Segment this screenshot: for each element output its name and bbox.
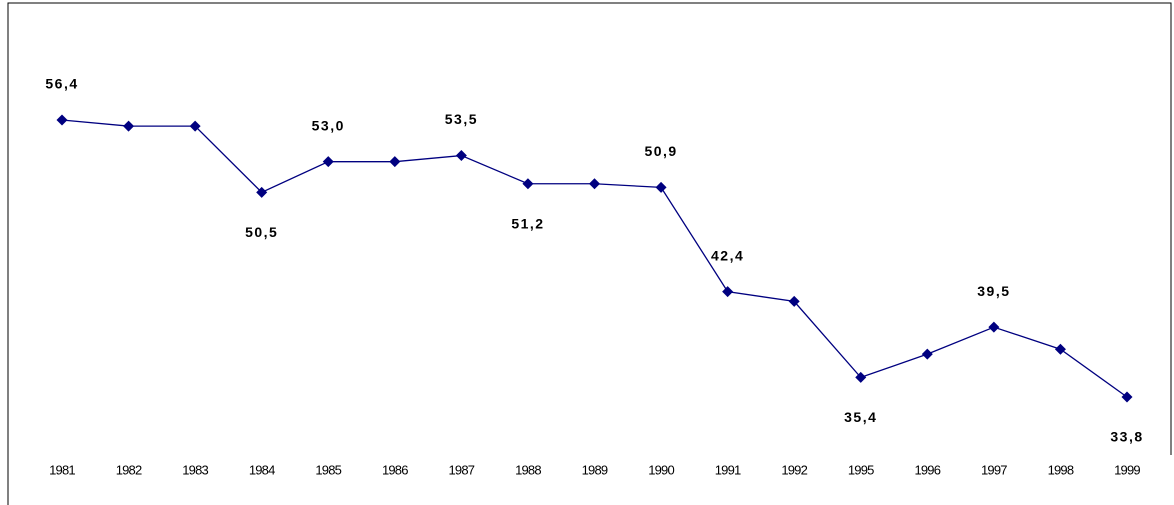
x-tick-label: 1986 [382, 462, 408, 477]
data-point [988, 321, 1000, 333]
data-label: 42,4 [711, 247, 744, 263]
x-tick-label: 1996 [914, 462, 940, 477]
x-tick-label: 1985 [315, 462, 341, 477]
data-point [389, 156, 401, 168]
data-point [921, 348, 933, 360]
data-line [61, 119, 1128, 398]
data-point [56, 114, 68, 126]
data-label: 39,5 [977, 283, 1010, 299]
x-tick-label: 1981 [49, 462, 75, 477]
data-point [256, 186, 268, 198]
x-tick-label: 1983 [182, 462, 208, 477]
data-point [123, 120, 135, 132]
data-point [189, 120, 201, 132]
data-label: 51,2 [511, 215, 544, 231]
x-tick-label: 1997 [981, 462, 1007, 477]
x-tick-label: 1991 [715, 462, 741, 477]
data-label: 33,8 [1110, 429, 1143, 445]
data-point [589, 178, 600, 190]
data-label: 56,4 [45, 76, 78, 92]
data-label: 50,9 [644, 143, 677, 159]
x-tick-label: 1988 [515, 462, 541, 477]
data-point [522, 178, 534, 190]
x-tick-label: 1987 [449, 462, 475, 477]
data-label: 35,4 [844, 409, 877, 425]
data-label: 53,5 [445, 111, 478, 127]
x-tick-label: 1984 [249, 462, 275, 477]
data-point [455, 150, 467, 162]
x-tick-label: 1989 [582, 462, 608, 477]
x-tick-label: 1992 [781, 462, 807, 477]
x-tick-label: 1995 [848, 462, 874, 477]
x-tick-label: 1990 [648, 462, 674, 477]
data-point [655, 181, 667, 193]
data-point [722, 286, 734, 298]
x-tick-label: 1982 [116, 462, 142, 477]
x-tick-label: 1999 [1114, 462, 1140, 477]
data-point [1121, 391, 1133, 403]
data-label: 50,5 [245, 224, 278, 240]
x-tick-label: 1998 [1048, 462, 1074, 477]
chart-frame [7, 2, 1172, 505]
data-point [322, 156, 334, 168]
data-point [788, 295, 800, 307]
data-label: 53,0 [312, 117, 345, 133]
data-point [855, 371, 867, 383]
data-point [1054, 343, 1066, 355]
